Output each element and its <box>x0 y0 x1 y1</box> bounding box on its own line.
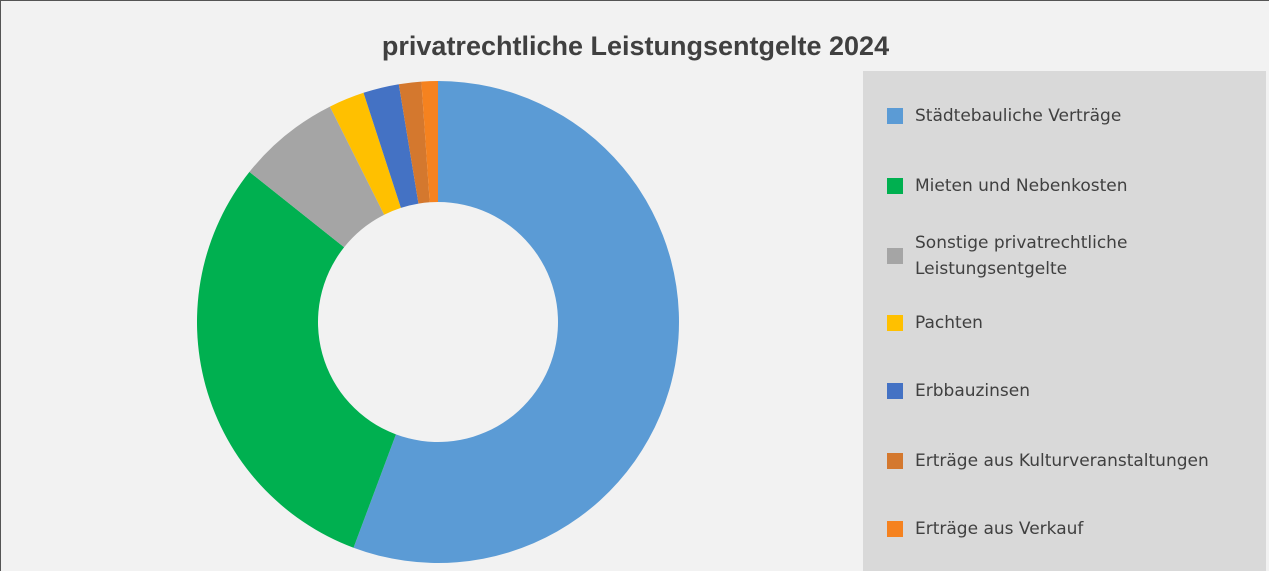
legend-label: Erträge aus Kulturveranstaltungen <box>915 451 1209 471</box>
legend-swatch <box>887 178 903 194</box>
donut-segment <box>363 84 419 208</box>
legend-item: Pachten <box>887 310 1257 336</box>
donut-segment <box>196 171 396 548</box>
legend-swatch <box>887 315 903 331</box>
legend-item: Erbbauzinsen <box>887 378 1257 404</box>
legend-swatch <box>887 248 903 264</box>
donut-segment <box>329 92 401 215</box>
legend-swatch <box>887 521 903 537</box>
legend: Städtebauliche Verträge Mieten und Nebenk… <box>863 71 1266 571</box>
legend-label: Städtebauliche Verträge <box>915 106 1122 126</box>
legend-item: Erträge aus Verkauf <box>887 516 1257 542</box>
chart-title: privatrechtliche Leistungsentgelte 2024 <box>381 31 890 61</box>
legend-label: Mieten und Nebenkosten <box>915 176 1128 196</box>
legend-item: Sonstige privatrechtliche Leistungsentge… <box>887 230 1257 282</box>
legend-label: Erträge aus Verkauf <box>915 519 1084 539</box>
legend-label: Pachten <box>915 313 983 333</box>
legend-item: Mieten und Nebenkosten <box>887 173 1257 199</box>
legend-label: Sonstige privatrechtliche Leistungsentge… <box>915 233 1128 279</box>
donut-segment <box>353 81 680 563</box>
plot <box>196 81 680 563</box>
legend-item: Städtebauliche Verträge <box>887 103 1257 129</box>
legend-swatch <box>887 383 903 399</box>
legend-label: Erbbauzinsen <box>915 381 1031 401</box>
donut-segment <box>249 106 385 248</box>
donut-segment <box>398 81 430 204</box>
donut-segment <box>421 81 438 203</box>
legend-item: Erträge aus Kulturveranstaltungen <box>887 448 1257 474</box>
legend-swatch <box>887 453 903 469</box>
legend-swatch <box>887 108 903 124</box>
